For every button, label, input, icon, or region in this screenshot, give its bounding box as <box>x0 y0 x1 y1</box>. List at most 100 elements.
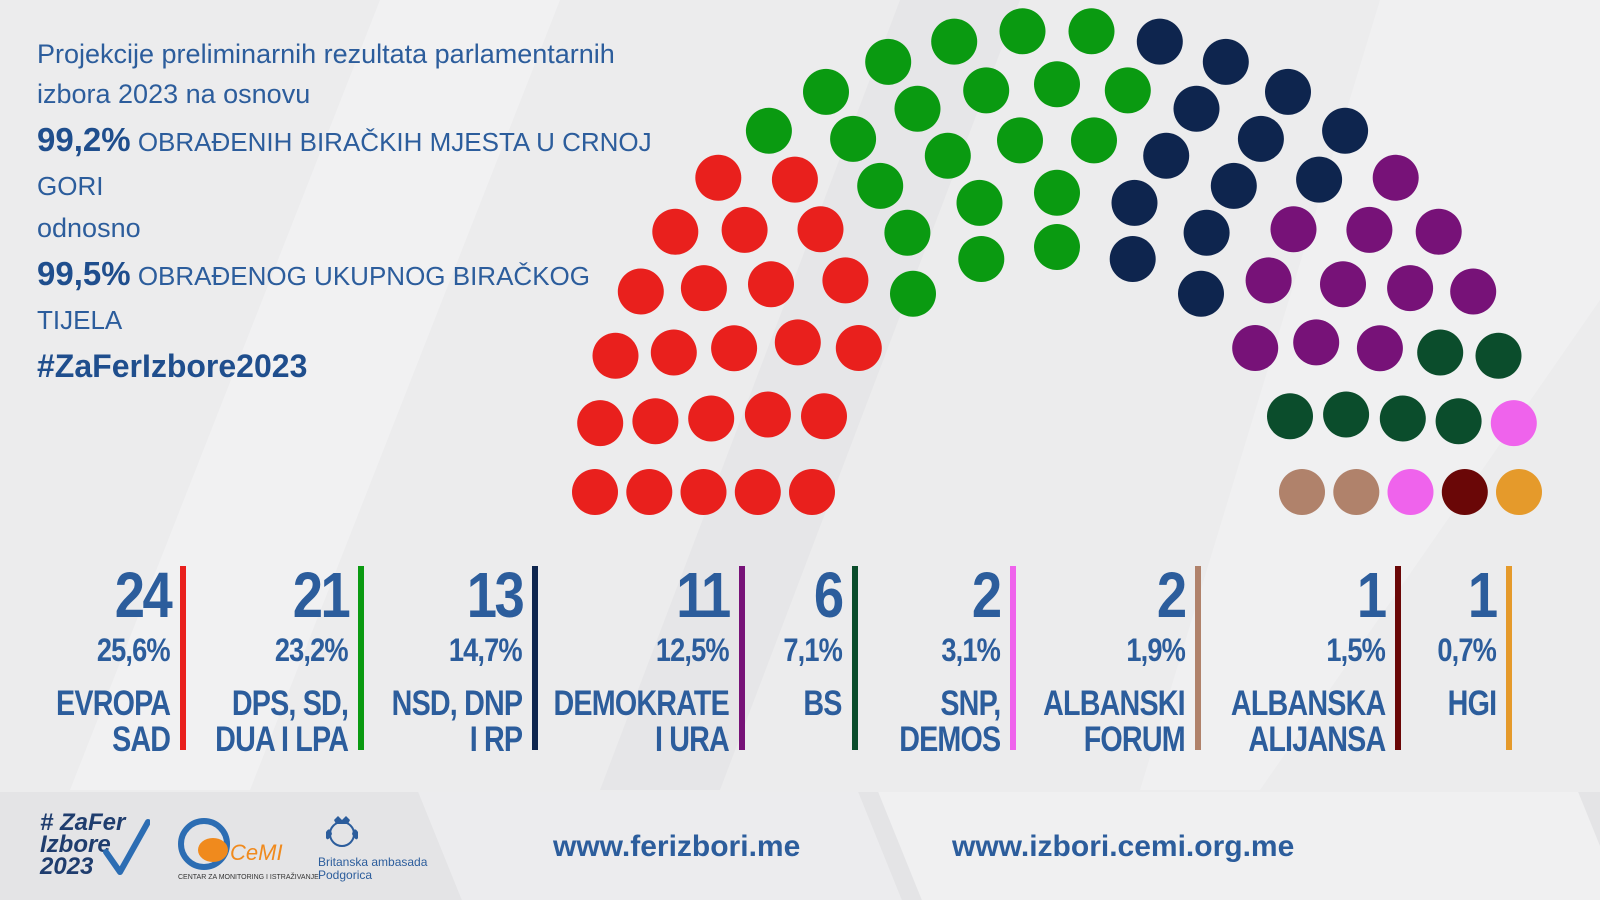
party-vote-share: 23,2% <box>275 632 349 668</box>
seat-party-2 <box>884 209 931 256</box>
seat-party-6 <box>1387 469 1434 515</box>
cemi-logo-subtitle: CENTAR ZA MONITORING I ISTRAŽIVANJE <box>178 874 319 881</box>
ferizbori-link[interactable]: www.ferizbori.me <box>553 830 801 863</box>
party-result-3: 13 14,7% NSD, DNP I RP <box>372 559 538 758</box>
seat-party-1 <box>721 206 768 253</box>
party-color-bar <box>1395 566 1401 750</box>
party-color-bar <box>1195 566 1201 750</box>
seat-party-1 <box>632 398 679 445</box>
seat-party-4 <box>1270 206 1317 253</box>
seat-party-7 <box>1333 469 1380 515</box>
seat-party-2 <box>1034 61 1080 108</box>
seat-party-1 <box>650 329 697 376</box>
party-seat-count: 24 <box>114 559 173 631</box>
party-result-8: 1 1,5% ALBANSKA ALIJANSA <box>1215 559 1401 758</box>
party-seat-count: 2 <box>1157 559 1187 631</box>
party-name: SNP, DEMOS <box>899 684 1001 758</box>
processed-polling-stations: 99,2% OBRAĐENIH BIRAČKIH MJESTA U CRNOJ … <box>37 118 677 208</box>
party-vote-share: 12,5% <box>656 632 730 668</box>
party-seat-count: 13 <box>466 559 525 631</box>
party-result-7: 2 1,9% ALBANSKI FORUM <box>1025 559 1201 758</box>
intro-text: Projekcije preliminarnih rezultata parla… <box>37 34 677 385</box>
party-name-line-1: SNP, <box>939 684 1001 723</box>
processed-electorate: 99,5% OBRAĐENOG UKUPNOG BIRAČKOG TIJELA <box>37 252 677 342</box>
party-name: BS <box>804 686 843 722</box>
zaferizbore-logo: # ZaFer Izbore 2023 <box>40 809 150 882</box>
party-vote-share: 1,9% <box>1126 632 1185 668</box>
party-result-9: 1 0,7% HGI <box>1406 559 1512 756</box>
seat-party-2 <box>997 117 1043 164</box>
seat-party-4 <box>1415 208 1462 255</box>
party-name: NSD, DNP I RP <box>391 686 522 758</box>
checkmark-icon <box>103 819 150 875</box>
seat-party-1 <box>617 268 664 315</box>
seat-party-2 <box>1071 117 1117 164</box>
party-seat-count: 11 <box>676 559 732 631</box>
processed-polling-stations-text: OBRAĐENIH BIRAČKIH MJESTA U CRNOJ GORI <box>37 127 652 201</box>
seat-party-4 <box>1346 206 1393 253</box>
seat-party-4 <box>1232 325 1279 371</box>
party-result-2: 21 23,2% DPS, SD, DUA I LPA <box>198 559 364 758</box>
seat-party-5 <box>1475 332 1522 379</box>
background-stripes <box>0 0 1600 790</box>
hashtag: #ZaFerIzbore2023 <box>37 348 308 384</box>
seat-party-2 <box>865 38 912 85</box>
party-seat-count: 1 <box>1468 559 1498 631</box>
party-name: EVROPA SAD <box>55 684 171 758</box>
processed-polling-stations-value: 99,2% <box>37 121 131 158</box>
seat-party-1 <box>801 393 847 440</box>
seat-party-5 <box>1323 391 1370 438</box>
seat-party-5 <box>1379 395 1426 442</box>
seat-party-3 <box>1143 132 1190 179</box>
seat-party-2 <box>1068 8 1115 55</box>
party-name-line-1: EVROPA <box>55 684 171 723</box>
party-color-bar <box>1506 566 1512 750</box>
seat-party-4 <box>1356 325 1403 372</box>
cemi-izbori-link[interactable]: www.izbori.cemi.org.me <box>952 830 1295 863</box>
seat-party-1 <box>680 469 727 515</box>
seat-party-2 <box>745 107 792 154</box>
british-embassy-line-2: Podgorica <box>318 868 373 882</box>
seat-party-4 <box>1450 268 1497 315</box>
party-color-bar <box>852 566 858 750</box>
party-name-line-1: ALBANSKA <box>1230 684 1386 723</box>
party-vote-share: 1,5% <box>1326 632 1385 668</box>
party-name-line-2: I URA <box>654 720 730 759</box>
seat-party-1 <box>711 325 758 372</box>
party-name-line-1: HGI <box>1447 684 1496 723</box>
british-embassy-line-1: Britanska ambasada <box>318 855 428 869</box>
party-color-bar <box>739 566 745 750</box>
seat-party-1 <box>748 261 794 308</box>
seat-party-1 <box>592 332 639 379</box>
party-name: ALBANSKA ALIJANSA <box>1230 684 1386 758</box>
footer: www.ferizbori.me www.izbori.cemi.org.me <box>0 792 1600 900</box>
seat-party-6 <box>1490 400 1537 447</box>
seat-party-4 <box>1293 319 1340 366</box>
british-embassy-name: Britanska ambasada Podgorica <box>318 856 427 882</box>
seat-party-3 <box>1322 107 1369 154</box>
party-result-6: 2 3,1% SNP, DEMOS <box>880 559 1016 758</box>
seat-party-3 <box>1178 270 1224 317</box>
party-name-line-1: DPS, SD, <box>231 684 349 723</box>
seat-party-3 <box>1136 18 1183 65</box>
seat-party-4 <box>1387 265 1434 312</box>
seat-party-2 <box>830 115 877 162</box>
seat-party-1 <box>688 395 735 442</box>
party-seat-count: 21 <box>292 559 351 631</box>
party-name-line-1: ALBANSKI <box>1043 684 1186 723</box>
seat-party-1 <box>774 319 821 366</box>
party-color-bar <box>358 566 364 750</box>
seat-party-2 <box>958 236 1005 282</box>
party-name: HGI <box>1447 686 1496 722</box>
seat-party-1 <box>695 154 742 201</box>
seat-party-1 <box>835 325 882 371</box>
seat-party-2 <box>924 132 971 179</box>
zaferizbore-logo-line-1: # ZaFer <box>40 809 126 836</box>
processed-electorate-value: 99,5% <box>37 255 131 292</box>
british-embassy-logo: Britanska ambasada Podgorica <box>318 812 438 882</box>
parliament-seat-chart <box>572 8 1542 515</box>
cemi-logo: CeMI CENTAR ZA MONITORING I ISTRAŽIVANJE <box>178 818 319 881</box>
seat-party-1 <box>789 469 835 515</box>
cemi-logo-ring-icon <box>178 818 230 870</box>
intro-line-2: izbora 2023 na osnovu <box>37 79 311 109</box>
